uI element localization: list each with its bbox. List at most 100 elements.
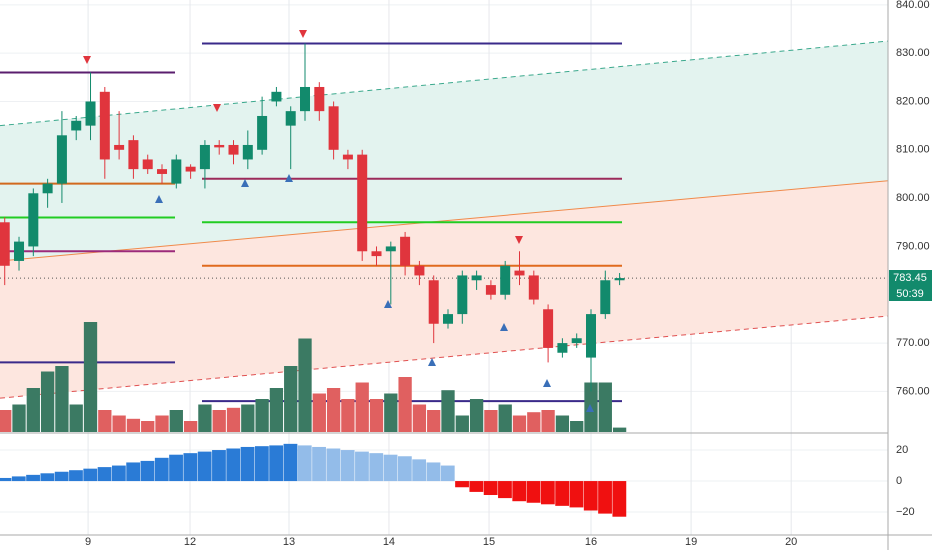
volume-bar (469, 399, 484, 432)
oscillator-bar (154, 457, 169, 482)
oscillator-bar (197, 451, 212, 482)
oscillator-bar (397, 456, 412, 482)
candle-body (157, 169, 168, 174)
oscillator-bar (340, 450, 355, 482)
x-tick-label: 14 (383, 536, 395, 548)
channel-lower (0, 315, 889, 399)
volume-bar (555, 415, 570, 432)
oscillator-bar (455, 481, 469, 488)
oscillator-bar (412, 459, 427, 482)
volume-bar (98, 410, 112, 432)
candle-body (342, 154, 353, 160)
volume-bar (169, 410, 183, 432)
signal-markers (83, 30, 523, 244)
volume-bar (484, 410, 498, 432)
countdown: 50:39 (896, 288, 924, 300)
channel-lower-fill (0, 180, 888, 399)
y-tick-label: 760.00 (896, 385, 930, 397)
oscillator-bar (326, 448, 341, 482)
oscillator-bar (126, 462, 141, 482)
oscillator-bar (355, 451, 369, 482)
oscillator-bar (169, 454, 183, 482)
volume-bar (384, 393, 398, 432)
candle-body (285, 111, 296, 126)
x-tick-label: 15 (483, 536, 495, 548)
candle-body (371, 251, 382, 257)
candle-body (128, 140, 139, 170)
candle-body (185, 166, 196, 172)
y-tick-label: 810.00 (896, 144, 930, 156)
oscillator-bar (526, 481, 541, 503)
candle-body (314, 86, 325, 112)
oscillator-bar (97, 467, 112, 482)
volume-bar (512, 415, 527, 432)
oscillator-bar (469, 481, 484, 492)
candle-body (14, 241, 25, 261)
oscillator-bar (440, 465, 455, 482)
candle-body (528, 275, 539, 300)
volume-bar (55, 366, 69, 432)
volume-bar (326, 388, 341, 432)
oscillator-bar (297, 445, 312, 482)
candle-body (300, 86, 311, 112)
volume-bar (226, 407, 241, 432)
volume-bar (83, 322, 98, 432)
volume-bar (40, 371, 55, 432)
candle-body (600, 280, 611, 315)
oscillator-bar (0, 477, 12, 482)
oscillator-bar (569, 481, 584, 508)
channel-middle (0, 180, 889, 262)
candle-body (357, 154, 368, 252)
candle-body (328, 106, 339, 150)
volume-bar (212, 410, 226, 432)
candle-body (0, 222, 10, 266)
oscillator-bar (283, 443, 298, 482)
oscillator-bar (254, 446, 269, 482)
candle-body (28, 193, 39, 247)
volume-bar (141, 421, 155, 432)
oscillator-bar (369, 453, 384, 482)
candle-body (500, 265, 511, 295)
oscillator-bar (598, 481, 612, 514)
y2-tick-label: 20 (896, 444, 908, 456)
candle-body (71, 120, 82, 131)
oscillator-bar (498, 481, 512, 499)
oscillator-bar (312, 446, 326, 482)
volume-bar (155, 415, 169, 432)
oscillator-bar (612, 481, 627, 517)
volume-bar (455, 415, 469, 432)
candle-body (114, 144, 125, 150)
volume-bar (427, 410, 441, 432)
volume-bar (398, 377, 412, 432)
oscillator-bar (512, 481, 527, 502)
candle-body (414, 265, 425, 276)
volume-bar (126, 418, 141, 432)
y-tick-label: 770.00 (896, 337, 930, 349)
volume-bar (369, 399, 384, 432)
oscillator-bar (383, 454, 398, 482)
oscillator-bar (555, 481, 570, 506)
candle-body (214, 144, 225, 148)
volume-bar (241, 404, 255, 432)
candle-body (514, 270, 525, 276)
x-tick-label: 12 (184, 536, 196, 548)
candle-body (42, 183, 53, 194)
candle-body (199, 144, 210, 170)
candle-body (442, 314, 454, 324)
candle-body (457, 275, 468, 315)
candle-body (242, 144, 253, 160)
x-tick-label: 19 (685, 536, 697, 548)
price-label-bg (889, 270, 932, 286)
y-tick-label: 790.00 (896, 240, 930, 252)
y2-tick-label: 0 (896, 475, 902, 487)
oscillator-bar (11, 476, 26, 482)
signal-markers (155, 174, 594, 412)
oscillator-bar (111, 465, 126, 482)
candle-body (271, 91, 282, 102)
candle-body (571, 338, 582, 344)
oscillator-bar (240, 446, 255, 482)
oscillator-bar (83, 468, 98, 482)
oscillator-bar (426, 462, 441, 482)
channel-upper (0, 40, 889, 127)
oscillator-bar (140, 460, 155, 482)
